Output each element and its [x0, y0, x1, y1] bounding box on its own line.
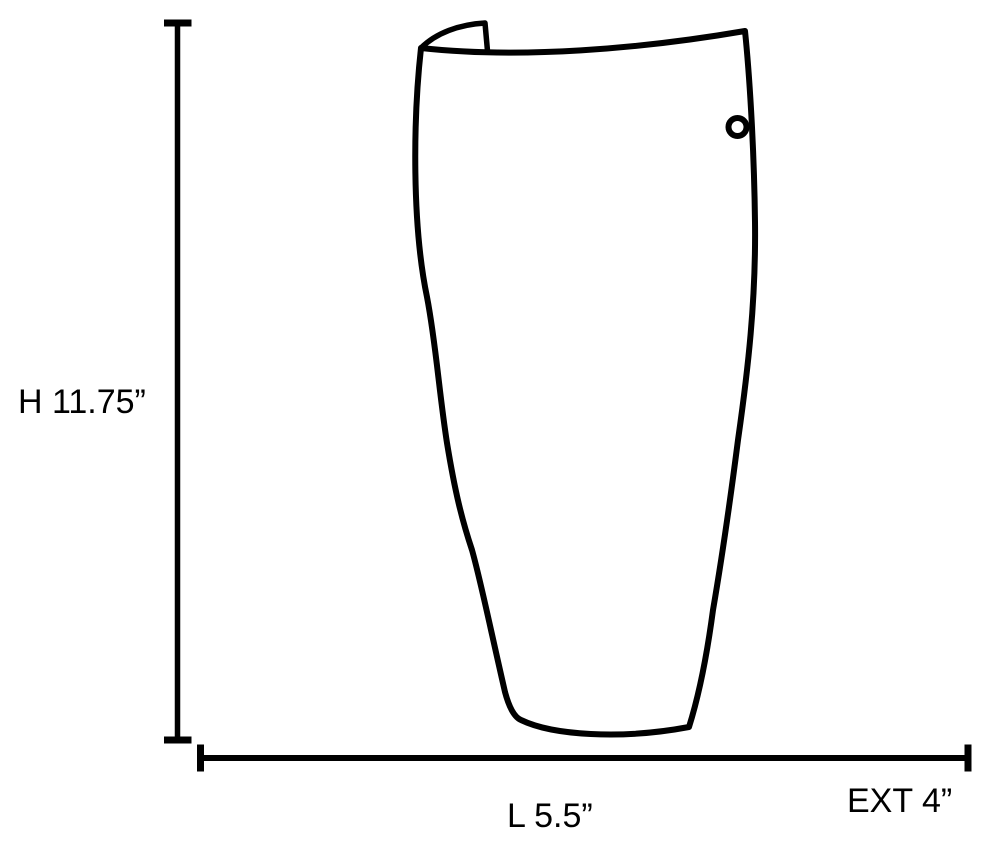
height-dimension-label: H 11.75”: [18, 383, 146, 421]
length-dimension-line: [197, 744, 972, 772]
extension-dimension-label: EXT 4”: [847, 782, 953, 820]
length-dimension-label: L 5.5”: [507, 797, 593, 835]
sconce-rim-curl: [418, 20, 491, 54]
sconce-body-outline: [412, 28, 759, 738]
height-dimension-line: [164, 19, 192, 744]
screw-hole-icon: [725, 115, 750, 139]
